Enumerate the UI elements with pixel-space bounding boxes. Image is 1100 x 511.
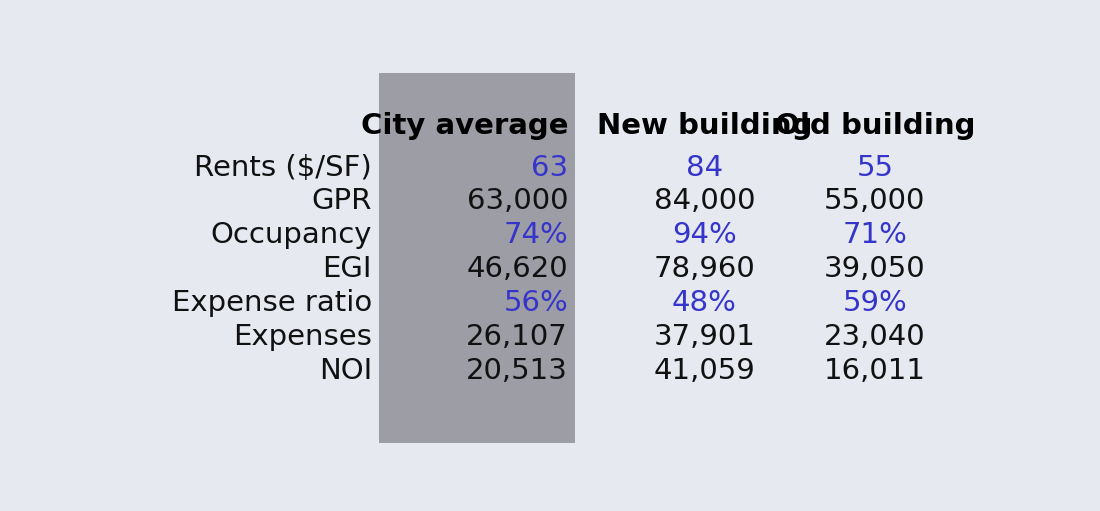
Text: 63: 63 <box>531 154 568 181</box>
Text: 37,901: 37,901 <box>653 323 756 351</box>
Text: 84: 84 <box>686 154 723 181</box>
Text: Occupancy: Occupancy <box>210 221 372 249</box>
Text: EGI: EGI <box>322 255 372 283</box>
Text: 55,000: 55,000 <box>824 188 925 216</box>
Text: 84,000: 84,000 <box>653 188 756 216</box>
Text: 41,059: 41,059 <box>653 357 756 385</box>
Text: Expenses: Expenses <box>233 323 372 351</box>
Text: 26,107: 26,107 <box>466 323 568 351</box>
Text: City average: City average <box>361 112 568 140</box>
Text: Expense ratio: Expense ratio <box>172 289 372 317</box>
Text: 78,960: 78,960 <box>653 255 756 283</box>
Text: 23,040: 23,040 <box>824 323 926 351</box>
Text: 56%: 56% <box>504 289 568 317</box>
Text: Rents ($/SF): Rents ($/SF) <box>195 154 372 181</box>
Text: 55: 55 <box>857 154 893 181</box>
Text: 71%: 71% <box>843 221 908 249</box>
Text: 74%: 74% <box>504 221 568 249</box>
Text: New building: New building <box>596 112 812 140</box>
Text: 16,011: 16,011 <box>824 357 926 385</box>
Text: 94%: 94% <box>672 221 737 249</box>
Bar <box>378 73 575 443</box>
Text: Old building: Old building <box>774 112 976 140</box>
Text: 59%: 59% <box>843 289 908 317</box>
Text: 39,050: 39,050 <box>824 255 926 283</box>
Text: 63,000: 63,000 <box>466 188 568 216</box>
Text: GPR: GPR <box>311 188 372 216</box>
Text: 46,620: 46,620 <box>466 255 568 283</box>
Text: 20,513: 20,513 <box>466 357 568 385</box>
Text: 48%: 48% <box>672 289 737 317</box>
Text: NOI: NOI <box>319 357 372 385</box>
